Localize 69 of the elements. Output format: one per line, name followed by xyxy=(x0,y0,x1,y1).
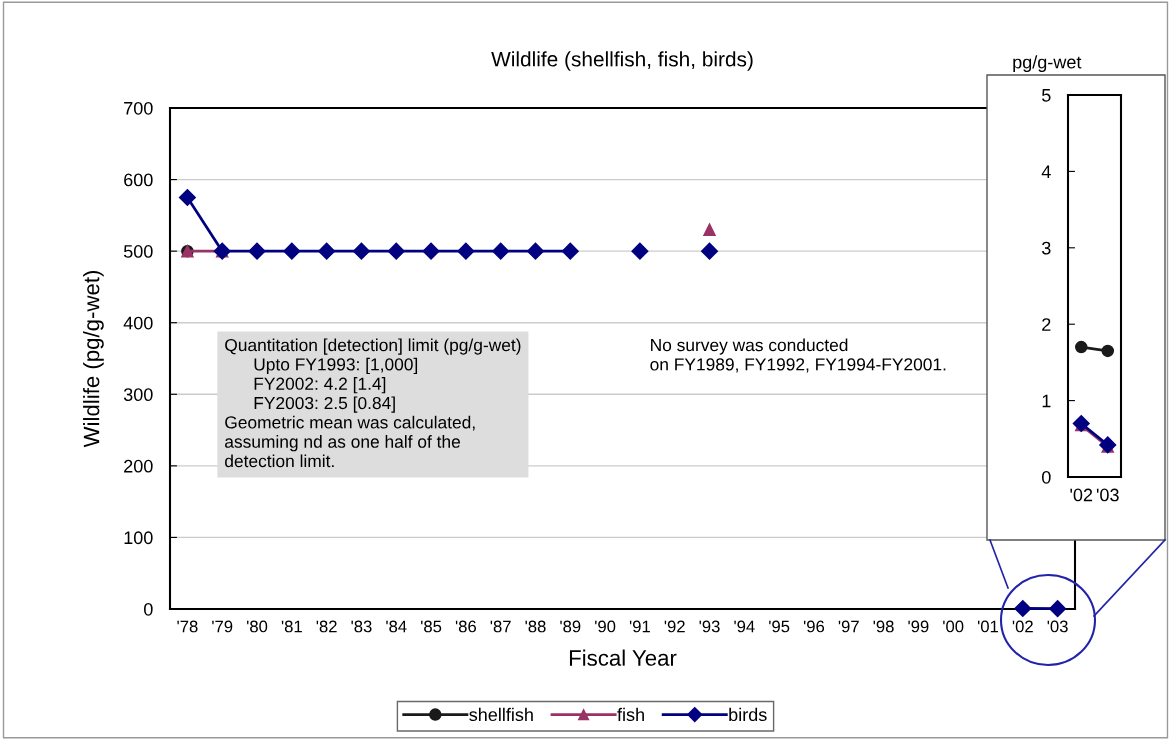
x-tick-label: '79 xyxy=(212,620,233,633)
x-tick-label: '88 xyxy=(525,620,546,633)
annotation: Quantitation [detection] limit (pg/g-wet) Upto FY1993: [1,000] FY2002: 4.2 [1.4] FY2003: 2.5 [0.84] Geometric mean was calculated, assuming nd as one half of the detection limit. xyxy=(225,338,521,468)
y-tick-label: 4 xyxy=(1041,165,1051,178)
point xyxy=(703,223,716,236)
point xyxy=(492,242,510,260)
point xyxy=(178,188,196,207)
x-tick-label: '00 xyxy=(943,620,964,633)
point xyxy=(283,242,301,260)
x-tick-label: '83 xyxy=(351,620,372,633)
point xyxy=(526,242,545,260)
point xyxy=(561,242,579,260)
point xyxy=(248,242,266,260)
x-tick-label: '78 xyxy=(177,620,198,633)
y-tick-label: 0 xyxy=(144,602,153,616)
y-tick-label: 700 xyxy=(124,101,153,115)
y-tick-label: 2 xyxy=(1042,318,1051,331)
y-tick-label: 200 xyxy=(124,459,153,473)
chart-title: Wildlife (shellfish, fish, birds) xyxy=(491,51,753,71)
y-tick-label: 500 xyxy=(123,245,153,258)
point xyxy=(700,242,719,260)
x-tick-label: '03 xyxy=(1047,620,1068,633)
point xyxy=(631,242,649,260)
x-tick-label: '03 xyxy=(1096,488,1119,502)
point xyxy=(422,242,440,260)
y-tick-label: 400 xyxy=(123,316,153,330)
y-axis-title: pg/g-wet xyxy=(1013,55,1082,73)
x-tick-label: '02 xyxy=(1012,620,1033,633)
annotation: No survey was conducted on FY1989, FY1992, FY1994-FY2001. xyxy=(650,338,946,373)
point xyxy=(1074,340,1088,354)
y-tick-label: 100 xyxy=(124,531,153,545)
x-tick-label: '81 xyxy=(281,620,302,633)
x-tick-label: '80 xyxy=(247,620,268,633)
x-tick-label: '01 xyxy=(977,620,999,633)
y-tick-label: 3 xyxy=(1041,241,1051,255)
y-tick-label: 1 xyxy=(1042,394,1051,408)
y-tick-label: 600 xyxy=(124,173,153,187)
y-tick-label: 300 xyxy=(123,388,153,402)
x-tick-label: '92 xyxy=(664,620,685,633)
x-tick-label: '99 xyxy=(908,620,929,633)
legend-label: birds xyxy=(729,707,767,722)
x-tick-label: '82 xyxy=(316,620,337,633)
legend-label: fish xyxy=(617,707,644,722)
point xyxy=(387,242,405,260)
point xyxy=(457,242,475,260)
point xyxy=(1101,344,1115,358)
x-tick-label: '85 xyxy=(421,620,442,633)
x-tick-label: '87 xyxy=(490,620,511,633)
point xyxy=(1014,599,1032,618)
x-tick-label: '89 xyxy=(560,620,581,633)
x-tick-label: '93 xyxy=(699,620,720,633)
x-tick-label: '94 xyxy=(734,620,755,633)
x-tick-label: '02 xyxy=(1070,488,1093,502)
y-tick-label: 0 xyxy=(1042,470,1051,484)
point xyxy=(1049,600,1067,618)
x-tick-label: '95 xyxy=(769,620,790,633)
x-tick-label: '84 xyxy=(386,620,407,633)
point xyxy=(352,242,370,260)
legend-label: shellfish xyxy=(469,707,533,722)
x-tick-label: '96 xyxy=(803,620,825,633)
y-axis-title: Wildlife (pg/g-wet) xyxy=(83,270,104,448)
x-tick-label: '91 xyxy=(629,620,650,633)
x-axis-title: Fiscal Year xyxy=(569,649,677,666)
x-tick-label: '90 xyxy=(595,620,616,633)
x-tick-label: '98 xyxy=(873,620,894,633)
point xyxy=(318,242,336,260)
x-tick-label: '86 xyxy=(455,620,476,633)
x-tick-label: '97 xyxy=(838,620,859,633)
y-tick-label: 5 xyxy=(1042,89,1051,102)
